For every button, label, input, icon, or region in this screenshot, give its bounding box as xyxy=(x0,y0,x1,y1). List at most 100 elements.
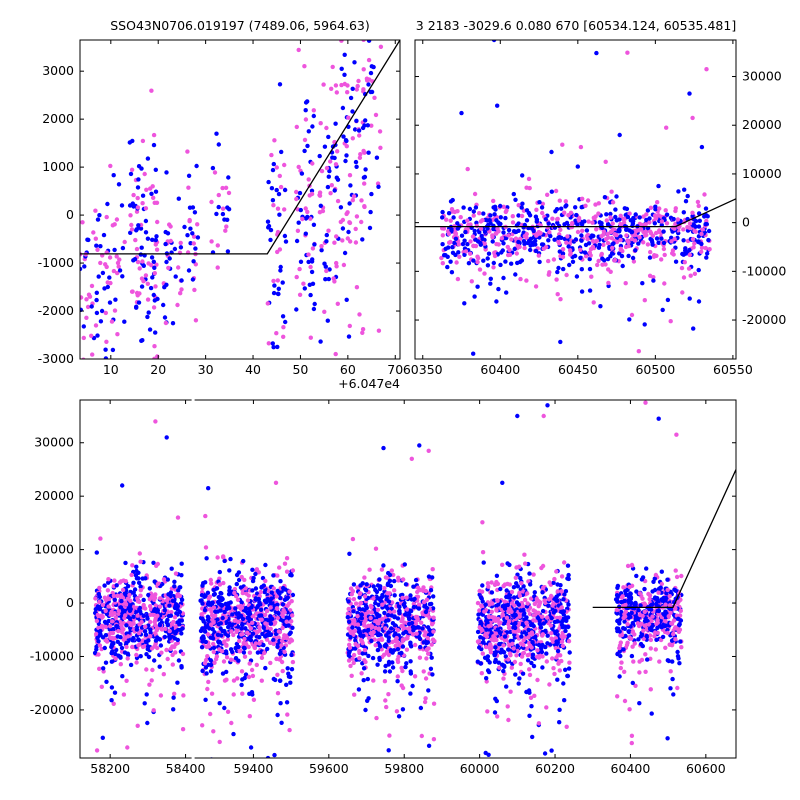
data-point xyxy=(224,651,229,656)
data-point xyxy=(253,597,258,602)
data-point xyxy=(385,618,391,623)
data-point xyxy=(590,238,595,243)
data-point xyxy=(308,335,313,340)
data-point xyxy=(477,267,483,272)
data-point xyxy=(363,118,368,123)
data-point xyxy=(136,177,141,182)
data-point xyxy=(359,198,364,203)
data-point xyxy=(696,211,702,216)
data-point xyxy=(662,252,667,258)
data-point xyxy=(352,60,357,65)
data-point xyxy=(359,3,363,7)
data-point xyxy=(504,615,510,620)
data-point xyxy=(344,144,349,149)
data-point xyxy=(172,615,178,620)
data-point xyxy=(94,310,100,316)
data-point xyxy=(350,136,355,141)
data-point xyxy=(150,184,155,189)
data-point xyxy=(137,266,142,271)
data-point xyxy=(705,251,710,256)
data-point xyxy=(507,252,513,257)
data-point xyxy=(360,327,366,332)
data-point xyxy=(162,608,167,613)
data-point xyxy=(290,659,296,665)
data-point xyxy=(243,608,248,614)
data-point xyxy=(221,783,225,787)
data-point xyxy=(622,669,627,674)
data-point xyxy=(362,575,367,580)
x-offset-label: +6.047e4 xyxy=(338,376,400,391)
data-point xyxy=(348,183,353,188)
data-point xyxy=(407,621,412,627)
data-point xyxy=(692,241,697,246)
data-point xyxy=(329,183,334,188)
data-point xyxy=(641,240,646,245)
data-point xyxy=(130,563,135,568)
data-point xyxy=(465,166,470,172)
data-point xyxy=(397,604,402,610)
data-point xyxy=(246,644,251,650)
data-point xyxy=(230,612,235,617)
data-point xyxy=(618,213,623,218)
data-point xyxy=(678,608,683,613)
data-point xyxy=(516,228,521,233)
data-point xyxy=(205,601,211,607)
data-point xyxy=(511,585,517,590)
data-point xyxy=(217,739,222,745)
data-point xyxy=(361,678,366,683)
data-point xyxy=(480,583,485,588)
data-point xyxy=(353,159,359,165)
data-point xyxy=(643,222,648,227)
data-point xyxy=(340,226,346,231)
data-point xyxy=(98,260,103,266)
data-point xyxy=(318,339,323,344)
data-point xyxy=(346,115,351,120)
data-point xyxy=(353,601,359,606)
data-point xyxy=(340,217,346,223)
data-point xyxy=(151,259,156,264)
data-point xyxy=(126,652,131,658)
data-point xyxy=(275,691,281,696)
data-point xyxy=(673,568,678,573)
data-point xyxy=(546,221,551,226)
data-point xyxy=(145,236,151,241)
data-point xyxy=(696,267,701,273)
data-point xyxy=(327,168,332,174)
data-point xyxy=(135,195,140,201)
data-point xyxy=(573,237,579,242)
data-point xyxy=(557,720,562,725)
data-point xyxy=(467,206,473,212)
data-point xyxy=(525,658,531,663)
data-point xyxy=(608,211,613,217)
data-point xyxy=(472,228,477,234)
data-point xyxy=(509,261,514,266)
data-point xyxy=(175,302,180,308)
data-point xyxy=(268,605,273,610)
data-point xyxy=(289,652,294,658)
data-point xyxy=(637,215,642,220)
data-point xyxy=(346,658,352,663)
data-point xyxy=(652,630,658,635)
data-point xyxy=(134,568,139,574)
data-point xyxy=(136,223,141,228)
data-point xyxy=(483,602,488,607)
data-point xyxy=(635,621,641,626)
data-point xyxy=(102,645,108,651)
data-point xyxy=(522,597,528,603)
data-point xyxy=(371,596,376,601)
data-point xyxy=(111,626,116,632)
data-point xyxy=(637,235,642,240)
data-point xyxy=(557,241,562,246)
data-point xyxy=(108,280,113,286)
data-point xyxy=(282,649,287,655)
data-point xyxy=(524,615,529,620)
data-point xyxy=(330,64,335,70)
data-point xyxy=(495,103,500,108)
data-point xyxy=(609,235,614,241)
data-point xyxy=(339,66,344,72)
data-point xyxy=(278,264,283,270)
data-point xyxy=(286,671,291,676)
data-point xyxy=(459,233,465,238)
data-point xyxy=(163,241,168,247)
data-point xyxy=(203,665,209,670)
